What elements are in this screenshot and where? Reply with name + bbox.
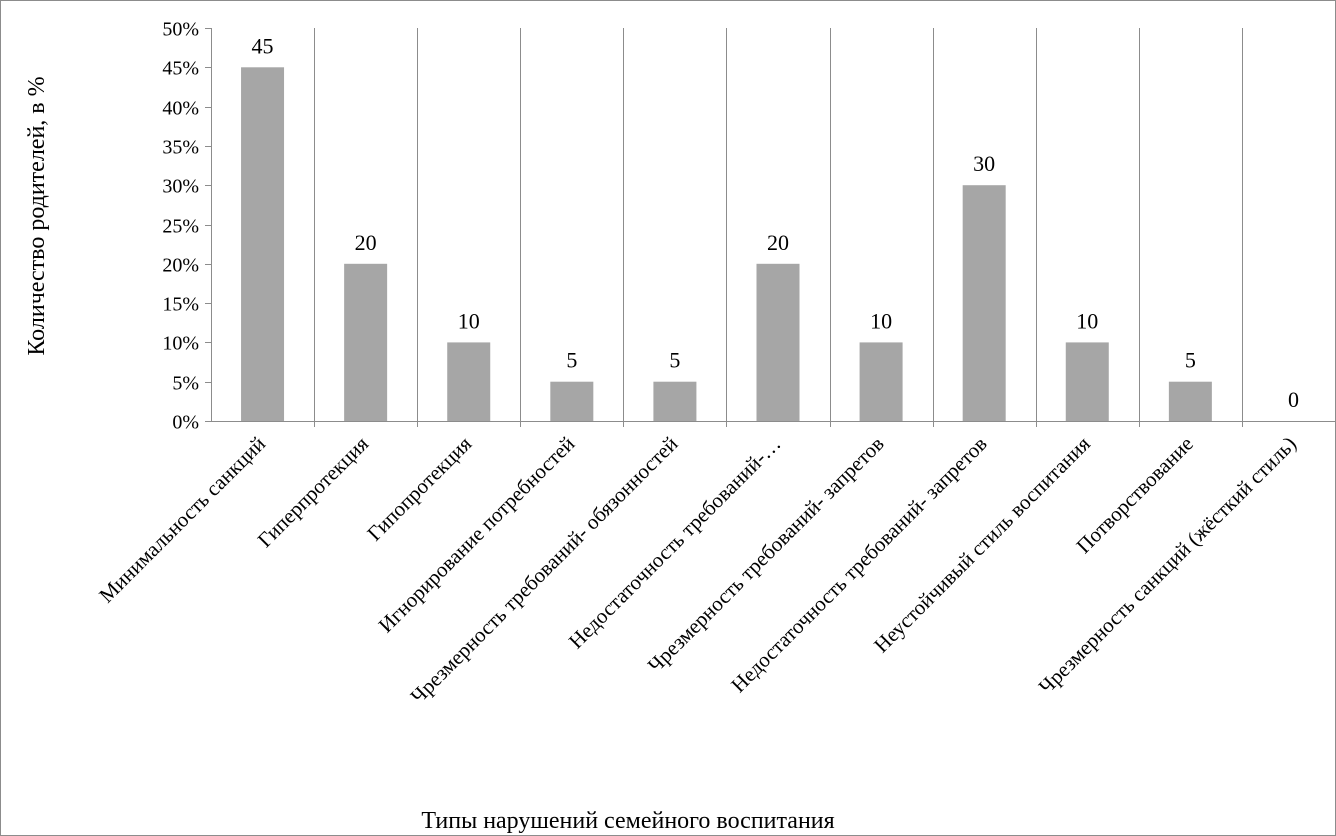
grid-layer [314,28,1243,427]
data-label: 30 [973,151,995,176]
x-axis-title: Типы нарушений семейного воспитания [421,808,834,834]
bar-layer [241,67,1212,422]
data-label: 5 [669,348,680,373]
bar [859,342,903,421]
bar [447,342,491,421]
bar [756,263,800,421]
data-label: 10 [870,308,892,333]
data-label: 20 [355,230,377,255]
bar [653,381,697,421]
y-tick-label: 0% [172,412,199,434]
bar [241,67,285,422]
data-label: 5 [1185,348,1196,373]
data-label: 0 [1288,387,1299,412]
data-label: 10 [458,308,480,333]
data-label: 45 [252,33,274,58]
data-label: 10 [1076,308,1098,333]
y-tick-label: 25% [162,216,199,238]
y-tick-label: 20% [162,255,199,277]
data-label: 20 [767,230,789,255]
bar [962,185,1006,421]
data-label: 5 [566,348,577,373]
y-tick-label: 30% [162,176,199,198]
y-tick-label: 10% [162,333,199,355]
y-tick-label: 5% [172,373,199,395]
bar [344,263,388,421]
y-tick-label: 15% [162,294,199,316]
y-tick-label: 50% [162,19,199,41]
bar [1065,342,1109,421]
y-tick-label: 35% [162,137,199,159]
bar [550,381,594,421]
y-tick-label: 40% [162,98,199,120]
y-axis-title: Количество родителей, в % [24,76,50,355]
y-tick-label: 45% [162,58,199,80]
bar [1168,381,1212,421]
axis-layer [205,28,1335,422]
